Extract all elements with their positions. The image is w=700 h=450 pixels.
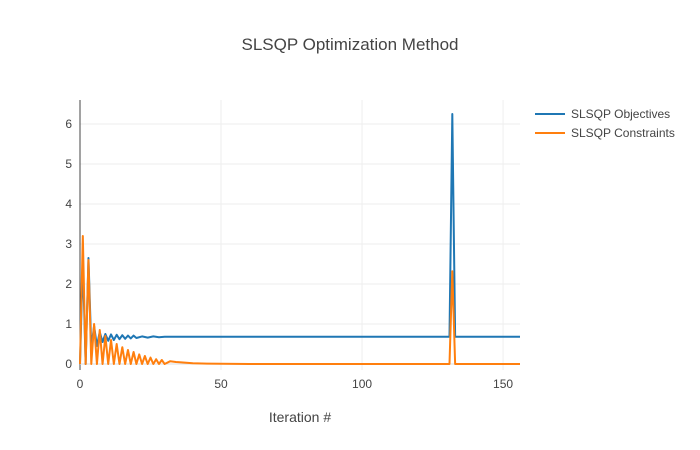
legend-label: SLSQP Constraints (571, 126, 675, 140)
legend-label: SLSQP Objectives (571, 107, 670, 121)
y-tick-label: 6 (65, 117, 72, 131)
chart-title: SLSQP Optimization Method (241, 35, 458, 54)
grid (80, 100, 520, 370)
y-tick-label: 4 (65, 197, 72, 211)
series-line-constraints (79, 235, 520, 365)
y-tick-label: 3 (65, 237, 72, 251)
legend-item-objectives[interactable]: SLSQP Objectives (535, 107, 670, 121)
x-tick-label: 150 (493, 377, 513, 391)
x-tick-label: 0 (77, 377, 84, 391)
x-axis-label: Iteration # (269, 409, 331, 425)
y-tick-label: 5 (65, 157, 72, 171)
x-tick-label: 100 (352, 377, 372, 391)
y-tick-label: 1 (65, 317, 72, 331)
x-tick-label: 50 (214, 377, 228, 391)
y-tick-label: 0 (65, 357, 72, 371)
y-tick-label: 2 (65, 277, 72, 291)
legend[interactable]: SLSQP Objectives SLSQP Constraints (535, 107, 675, 140)
series-lines (79, 113, 520, 365)
legend-item-constraints[interactable]: SLSQP Constraints (535, 126, 675, 140)
tick-labels: 0 50 100 150 0 1 2 3 4 5 6 (65, 117, 513, 391)
